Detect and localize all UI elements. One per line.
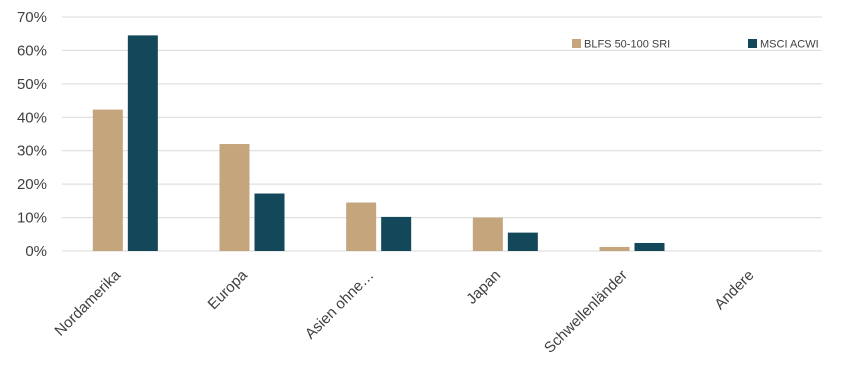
y-tick-label: 40% <box>17 109 47 126</box>
bars <box>92 35 665 252</box>
x-tick-label: Nordamerika <box>51 266 124 339</box>
bar <box>507 232 538 251</box>
bar <box>381 216 412 251</box>
legend-swatch <box>748 39 757 48</box>
bar <box>254 193 285 251</box>
bar <box>127 35 158 252</box>
bar <box>634 242 665 251</box>
y-tick-label: 0% <box>25 243 47 260</box>
x-tick-label: Japan <box>463 267 504 308</box>
gridlines <box>62 16 822 252</box>
bar <box>472 217 503 251</box>
x-tick-label: Asien ohne… <box>302 267 378 343</box>
y-tick-label: 70% <box>17 9 47 26</box>
y-tick-label: 20% <box>17 176 47 193</box>
y-tick-label: 60% <box>17 42 47 59</box>
x-tick-label: Europa <box>205 266 252 313</box>
y-tick-label: 50% <box>17 76 47 93</box>
y-tick-label: 10% <box>17 210 47 227</box>
y-tick-label: 30% <box>17 143 47 160</box>
bar <box>599 246 630 251</box>
x-tick-label: Andere <box>711 267 757 313</box>
bar <box>92 109 123 252</box>
legend: BLFS 50-100 SRI MSCI ACWI <box>572 39 819 51</box>
bar <box>219 144 250 251</box>
legend-label: MSCI ACWI <box>760 39 819 51</box>
legend-label: BLFS 50-100 SRI <box>584 39 670 51</box>
bar <box>346 202 377 251</box>
x-tick-label: Schwellenländer <box>541 267 631 357</box>
legend-swatch <box>572 39 581 48</box>
x-axis: Nordamerika Europa Asien ohne… Japan Schwell… <box>51 266 757 356</box>
y-axis: 0% 10% 20% 30% 40% 50% 60% 70% <box>17 9 47 260</box>
